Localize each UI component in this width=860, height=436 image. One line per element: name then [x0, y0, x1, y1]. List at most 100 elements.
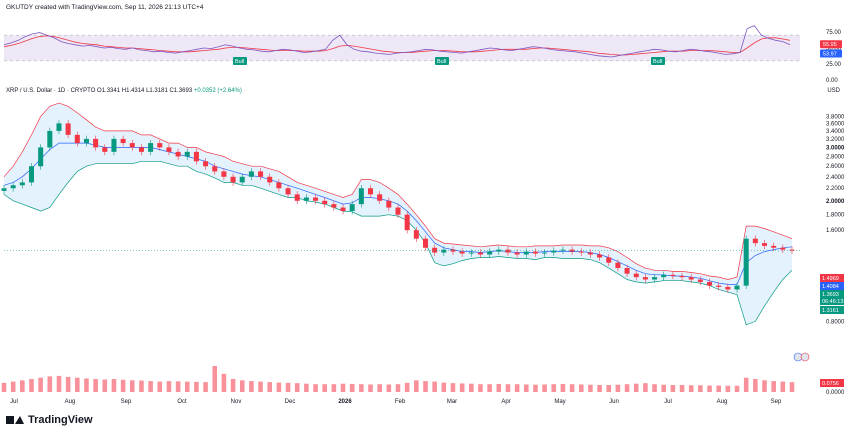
candle-body: [313, 197, 319, 201]
candle-body: [184, 151, 190, 157]
candle-body: [294, 194, 300, 201]
price-candle: [716, 282, 722, 291]
volume-bar: [386, 384, 392, 392]
volume-bar: [624, 384, 630, 392]
candle-body: [258, 171, 264, 177]
rsi-line: [3, 25, 791, 58]
price-tick-label: 0.8000: [826, 319, 845, 325]
candle-body: [432, 247, 438, 253]
volume-bar: [496, 383, 502, 392]
price-candle: [83, 135, 89, 147]
price-candle: [615, 259, 621, 272]
price-candle: [633, 270, 639, 281]
volume-bar: [75, 377, 80, 392]
last-price-tag: 1.3693: [820, 290, 844, 298]
rsi-ma-value-label-bg: [820, 49, 842, 58]
price-candle: [74, 131, 80, 147]
volume-bar: [184, 381, 190, 392]
candle-body: [661, 274, 667, 278]
price-candle: [56, 120, 62, 135]
price-candle: [688, 273, 694, 283]
volume-bar: [47, 376, 53, 392]
volume-bar: [505, 384, 511, 392]
volume-bar: [129, 380, 135, 392]
volume-bar: [762, 380, 767, 392]
rsi-tick-label: 0.00: [826, 78, 838, 84]
price-tick-label: 2.2000: [826, 186, 845, 192]
volume-bar: [285, 382, 291, 392]
price-candle: [578, 248, 584, 256]
candle-body: [551, 250, 557, 253]
candle-body: [642, 277, 648, 280]
candle-body: [789, 249, 795, 251]
volume-bar: [56, 375, 62, 392]
price-candle: [642, 273, 648, 283]
candle-body: [367, 188, 374, 195]
price-candle: [725, 283, 731, 293]
x-axis-label: Sep: [771, 399, 782, 405]
x-axis-label: Nov: [231, 399, 242, 405]
candle-body: [578, 251, 584, 253]
volume-bar: [340, 383, 346, 392]
volume-bar: [1, 382, 7, 392]
price-candle: [111, 135, 117, 156]
tradingview-footer: TradingView: [6, 414, 93, 426]
price-candle: [771, 242, 777, 252]
x-axis-label: Jul: [664, 399, 672, 405]
price-tick-label: 3.8000: [826, 114, 845, 120]
price-candle: [28, 162, 35, 186]
volume-bar: [175, 381, 181, 392]
price-candle: [523, 248, 529, 258]
basis-tag-text: 1.4084: [822, 284, 839, 290]
candle-body: [1, 188, 7, 191]
candle-body: [129, 143, 135, 148]
candle-body: [19, 182, 25, 186]
volume-bar: [661, 384, 667, 392]
x-axis-label: Jul: [10, 399, 18, 405]
price-candle: [340, 204, 346, 215]
volume-bar: [753, 379, 758, 392]
volume-bar: [38, 377, 43, 392]
candle-body: [487, 251, 493, 255]
candle-body: [707, 281, 713, 286]
volume-bar: [771, 381, 776, 392]
price-candle: [789, 246, 795, 254]
volume-bar: [349, 383, 355, 392]
price-candle: [349, 200, 355, 215]
price-candle: [661, 271, 667, 281]
legend-open: O1.3341: [97, 88, 121, 94]
price-candle: [697, 276, 703, 286]
candle-body: [47, 130, 53, 148]
lower-band-tag-bg: [820, 306, 844, 314]
rsi-ma-line: [3, 35, 791, 56]
volume-bar: [331, 384, 337, 392]
price-candle: [166, 144, 172, 156]
x-axis-label: Jun: [609, 399, 619, 405]
volume-bar: [139, 380, 144, 392]
price-candle: [203, 158, 209, 170]
price-candle: [267, 173, 273, 186]
candle-body: [157, 143, 163, 148]
candle-body: [468, 252, 474, 254]
candle-body: [148, 143, 154, 152]
volume-bar: [670, 384, 676, 392]
bollinger-lower-line: [3, 160, 793, 326]
price-tick-label: 1.8000: [826, 213, 845, 219]
volume-bar: [322, 384, 327, 392]
candle-body: [340, 207, 346, 212]
volume-bar: [606, 384, 612, 392]
price-tick-label: 3.6000: [826, 121, 845, 127]
volume-bar: [212, 366, 218, 392]
candle-body: [743, 238, 749, 286]
price-candle: [138, 144, 144, 156]
price-candle: [358, 184, 364, 208]
candle-body: [725, 286, 731, 290]
candle-body: [28, 166, 35, 183]
candle-body: [322, 200, 328, 205]
bull-label-bg: [651, 57, 665, 65]
brand-name: TradingView: [28, 414, 93, 426]
volume-bar: [542, 384, 547, 392]
price-candle: [212, 162, 218, 175]
basis-tag: 1.4084: [820, 282, 844, 290]
volume-bar: [459, 383, 465, 392]
